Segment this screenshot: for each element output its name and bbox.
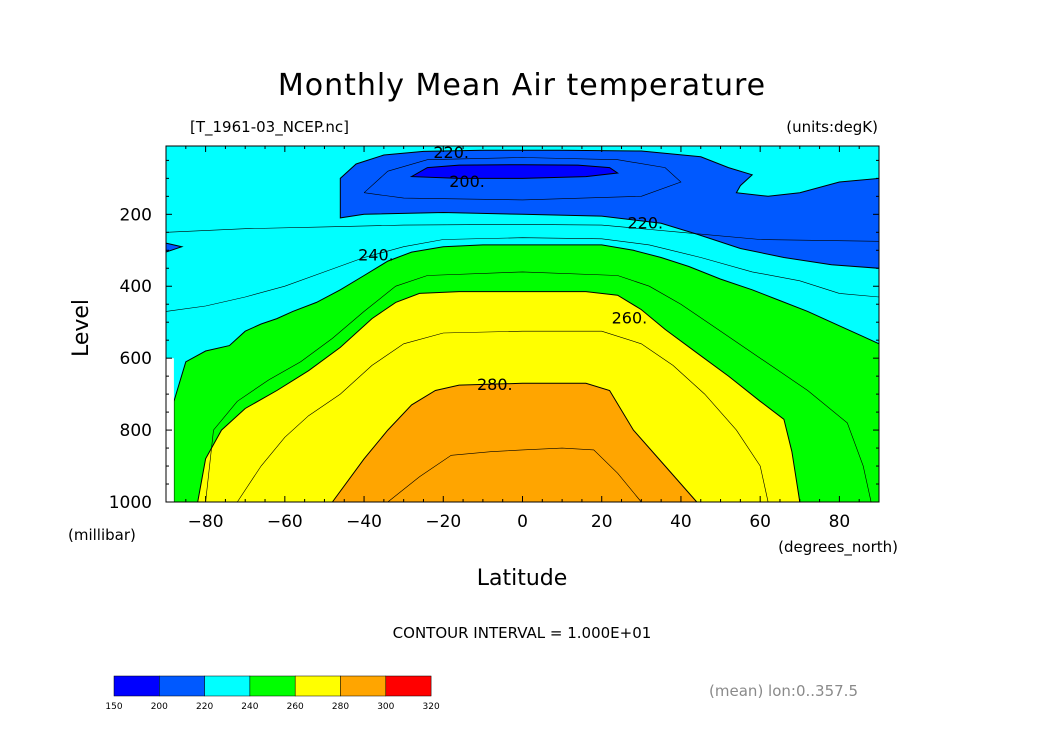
- contour-line-3: [237, 330, 769, 503]
- file-label: [T_1961-03_NCEP.nc]: [190, 118, 349, 137]
- contour-label-2: 220.: [627, 213, 663, 232]
- contour-line-5: [363, 157, 682, 201]
- colorbar-swatch-6: [385, 675, 432, 697]
- x-axis-label: Latitude: [477, 566, 568, 591]
- contour-region-280-300-3: [331, 382, 698, 503]
- x-tick-label-8: 80: [829, 512, 851, 532]
- colorbar-swatch-1: [159, 675, 205, 697]
- axis-layer: −80 −60 −40 −20 0 20 40 60 80 200 400 600 800 1000: [109, 146, 880, 532]
- colorbar-swatch-0: [113, 675, 160, 697]
- contour-label-3: 240.: [358, 246, 394, 265]
- colorbar-tick-label-1: 200: [151, 702, 168, 712]
- contour-line-2: [205, 271, 872, 503]
- y-tick-label-2: 600: [120, 349, 152, 369]
- colorbar-tick-label-5: 280: [332, 702, 349, 712]
- contour-line-layer: [165, 157, 880, 503]
- x-units-label: (degrees_north): [778, 538, 898, 557]
- colorbar-swatch-4: [294, 675, 341, 697]
- y-tick-label-0: 200: [120, 205, 152, 225]
- colorbar-tick-label-0: 150: [105, 702, 122, 712]
- colorbar-swatch-3: [249, 675, 296, 697]
- colorbar: 150 200 220 240 260 280 300 320: [105, 675, 440, 712]
- x-tick-label-1: −60: [267, 512, 303, 532]
- colorbar-tick-label-2: 220: [196, 702, 213, 712]
- contour-region-150-200-6: [409, 164, 620, 179]
- colorbar-tick-label-6: 300: [377, 702, 394, 712]
- x-tick-label-2: −40: [346, 512, 382, 532]
- colorbar-tick-label-4: 260: [287, 702, 304, 712]
- colorbar-swatch-2: [204, 675, 251, 697]
- contour-label-layer: 220. 200. 220. 240. 260. 280.: [358, 143, 663, 394]
- contour-label-4: 260.: [612, 309, 648, 328]
- colorbar-tick-label-3: 240: [241, 702, 258, 712]
- x-tick-label-4: 0: [517, 512, 528, 532]
- colorbar-tick-label-7: 320: [423, 702, 440, 712]
- x-tick-label-7: 60: [749, 512, 771, 532]
- colorbar-swatch-5: [340, 675, 387, 697]
- mean-note: (mean) lon:0..357.5: [709, 682, 858, 700]
- contour-line-0: [165, 237, 880, 312]
- y-units-label: (millibar): [68, 526, 136, 544]
- contour-line-1: [165, 224, 880, 242]
- contour-interval-label: CONTOUR INTERVAL = 1.000E+01: [393, 624, 652, 642]
- contour-label-5: 280.: [477, 375, 513, 394]
- contour-label-0: 220.: [433, 143, 469, 162]
- contour-fill-layer: [165, 146, 880, 503]
- contour-region-200-220-4: [339, 149, 880, 269]
- contour-label-1: 200.: [449, 172, 485, 191]
- y-tick-label-1: 400: [120, 277, 152, 297]
- x-tick-label-0: −80: [188, 512, 224, 532]
- y-tick-label-4: 1000: [109, 493, 152, 513]
- contour-line-4: [387, 447, 642, 503]
- units-label: (units:degK): [786, 118, 878, 136]
- y-tick-label-3: 800: [120, 421, 152, 441]
- x-tick-label-5: 20: [591, 512, 613, 532]
- chart-title: Monthly Mean Air temperature: [278, 68, 766, 103]
- x-tick-label-6: 40: [670, 512, 692, 532]
- x-tick-label-3: −20: [425, 512, 461, 532]
- y-axis-label: Level: [69, 299, 94, 357]
